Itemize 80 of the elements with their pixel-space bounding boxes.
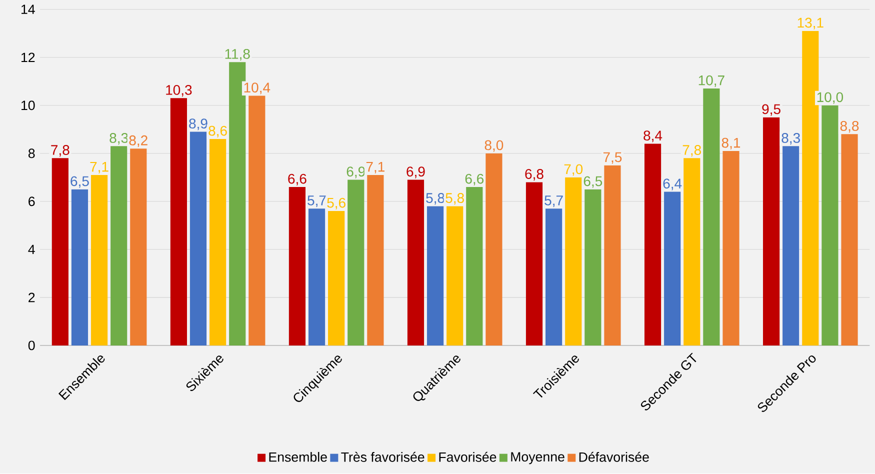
- legend-label: Moyenne: [511, 452, 564, 464]
- y-tick-label: 6: [28, 196, 35, 206]
- bar: [248, 96, 266, 346]
- data-label: 6,9: [346, 166, 365, 178]
- data-label: 8,6: [208, 126, 227, 138]
- y-tick-label: 4: [28, 245, 35, 254]
- legend-label: Favorisée: [439, 452, 496, 462]
- data-label: 5,8: [426, 193, 444, 205]
- data-label: 10,0: [817, 92, 844, 104]
- data-label: 8,3: [782, 133, 800, 145]
- legend-label: Très favorisée: [341, 452, 424, 462]
- data-label: 13,1: [798, 18, 824, 30]
- data-label: 9,5: [762, 104, 780, 116]
- data-label: 6,6: [288, 174, 306, 186]
- bar: [526, 182, 543, 346]
- bar: [684, 158, 700, 346]
- bar: [762, 118, 780, 346]
- bar: [604, 166, 621, 346]
- bar: [426, 206, 444, 346]
- bar: [71, 190, 88, 346]
- bar: [722, 151, 740, 346]
- data-label: 7,1: [366, 162, 384, 174]
- bar: [407, 180, 424, 346]
- data-label: 7,0: [564, 164, 583, 176]
- data-label: 5,8: [446, 193, 464, 205]
- bar: [190, 132, 207, 346]
- data-label: 8,1: [722, 138, 740, 150]
- data-label: 6,5: [584, 176, 602, 188]
- bar: [486, 154, 502, 346]
- bar: [466, 187, 483, 346]
- legend-label: Ensemble: [269, 452, 327, 462]
- data-label: 6,4: [663, 178, 682, 190]
- data-label: 7,8: [682, 145, 701, 157]
- bar: [288, 187, 306, 346]
- legend-label: Défavorisée: [579, 452, 649, 462]
- bar: [367, 175, 384, 346]
- data-label: 8,0: [484, 140, 504, 152]
- y-tick-label: 14: [22, 4, 35, 14]
- data-label: 8,9: [189, 118, 208, 130]
- bar: [110, 146, 128, 346]
- bar: [130, 148, 147, 346]
- bar: [565, 178, 582, 346]
- data-label: 8,8: [840, 121, 859, 133]
- data-label: 8,4: [644, 130, 662, 142]
- bar: [328, 211, 345, 346]
- data-label: 6,8: [525, 169, 544, 181]
- data-label: 7,1: [90, 162, 108, 174]
- bar: [308, 208, 326, 346]
- data-label: 8,3: [110, 133, 128, 145]
- data-label: 6,9: [406, 166, 425, 178]
- y-tick-label: 8: [28, 148, 35, 158]
- bar: [52, 158, 68, 346]
- y-tick-label: 2: [28, 293, 35, 302]
- data-label: 10,4: [244, 82, 270, 94]
- bar: [664, 192, 681, 346]
- bar: [644, 144, 662, 346]
- data-label: 8,2: [129, 136, 148, 148]
- data-label: 11,8: [225, 49, 250, 61]
- bar: [822, 106, 838, 346]
- data-label: 6,6: [465, 174, 484, 186]
- data-label: 10,3: [166, 85, 192, 97]
- bar: [90, 175, 108, 346]
- bar: [584, 190, 602, 346]
- bar: [210, 139, 226, 346]
- bar: [446, 206, 464, 346]
- y-tick-label: 12: [22, 52, 35, 62]
- data-label: 10,7: [698, 76, 724, 88]
- y-tick-label: 10: [22, 100, 35, 110]
- bar: [841, 134, 858, 346]
- data-label: 5,7: [308, 196, 326, 208]
- bar: [782, 146, 800, 346]
- y-tick-label: 0: [28, 340, 35, 350]
- data-label: 7,8: [51, 145, 70, 157]
- data-label: 7,5: [603, 152, 622, 164]
- bar: [229, 62, 246, 346]
- bar: [348, 180, 364, 346]
- data-label: 6,5: [70, 176, 89, 188]
- data-label: 5,7: [544, 196, 563, 208]
- bar: [546, 208, 562, 346]
- data-label: 5,6: [327, 198, 346, 210]
